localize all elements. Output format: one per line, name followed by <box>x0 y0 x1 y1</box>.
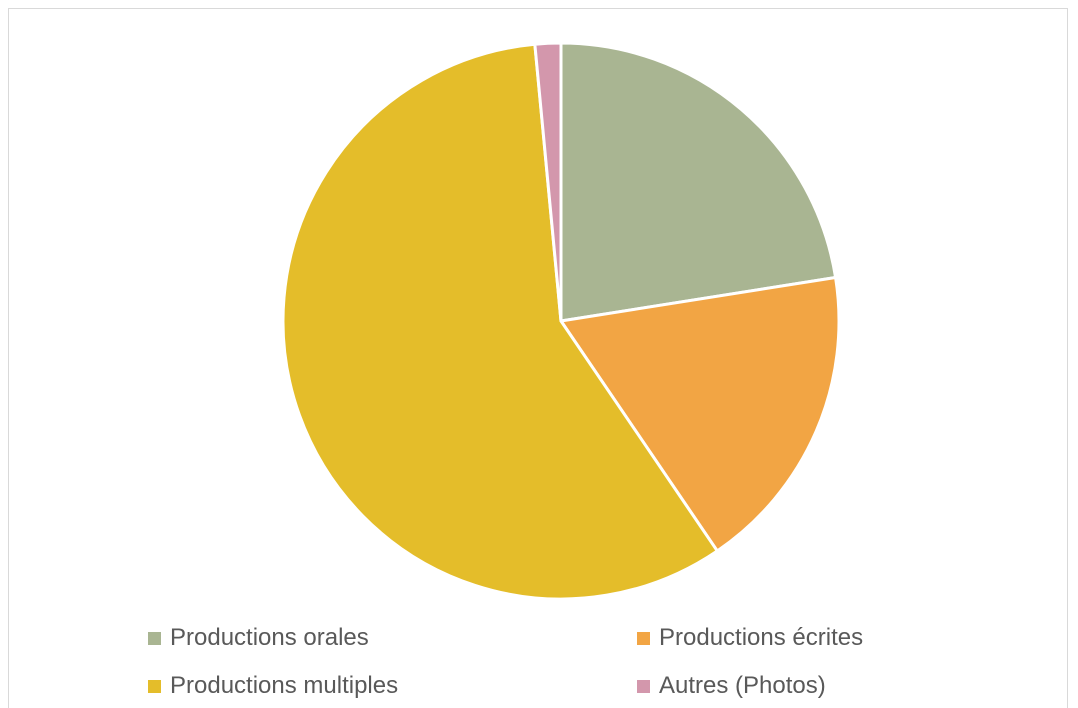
pie-slice-autres-photos <box>533 41 563 323</box>
pie-slice-productions-multiples <box>281 42 719 601</box>
pie-slice-productions-ecrites <box>559 276 841 553</box>
pie-slice-productions-orales <box>559 41 838 323</box>
